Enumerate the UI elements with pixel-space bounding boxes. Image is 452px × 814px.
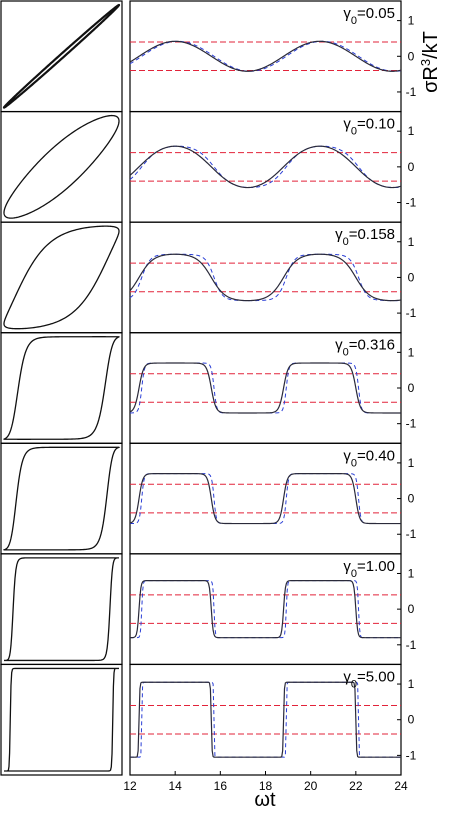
y-axis-label: σR3/kT <box>418 31 443 93</box>
y-tick-label: -1 <box>406 748 417 762</box>
y-tick-label: 0 <box>408 713 415 727</box>
blue-dashed-series <box>130 580 401 639</box>
y-tick-label: 0 <box>408 602 415 616</box>
x-tick-label: 24 <box>394 779 408 793</box>
lissajous-frame <box>0 442 123 555</box>
lissajous-curve <box>2 3 121 109</box>
x-tick-label: 22 <box>349 779 363 793</box>
x-axis-label: ωt <box>254 789 276 811</box>
y-tick-label: -1 <box>406 527 417 541</box>
lissajous-frame <box>0 663 123 776</box>
gamma-label: γ0=0.05 <box>343 5 395 27</box>
solid-series <box>129 362 401 414</box>
solid-series <box>130 681 401 758</box>
blue-dashed-series <box>130 681 401 758</box>
gamma-label: γ0=0.158 <box>335 226 395 248</box>
blue-dashed-series <box>129 253 402 302</box>
panel-5: 1 0 -1 γ0=0.40 <box>0 442 417 555</box>
panel-3: 1 0 -1 γ0=0.158 <box>0 221 417 334</box>
gamma-label: γ0=0.10 <box>343 116 395 138</box>
lissajous-curve <box>3 114 120 219</box>
gamma-label: γ0=5.00 <box>343 668 395 690</box>
gamma-label: γ0=1.00 <box>343 558 395 580</box>
lissajous-frame <box>0 110 123 223</box>
lissajous-curve <box>3 336 120 440</box>
y-tick-label: 0 <box>408 49 415 63</box>
lissajous-curve <box>4 667 119 772</box>
y-tick-label: 0 <box>408 160 415 174</box>
lissajous-frame <box>0 332 123 444</box>
solid-series <box>129 40 402 72</box>
y-tick-label: -1 <box>406 306 417 320</box>
gamma-label: γ0=0.316 <box>335 337 395 359</box>
solid-series <box>129 253 402 302</box>
solid-series <box>129 473 401 525</box>
y-tick-label: -1 <box>406 417 417 431</box>
y-tick-label: 1 <box>408 566 415 580</box>
solid-series <box>129 580 401 639</box>
y-tick-label: 0 <box>408 492 415 506</box>
y-tick-label: -1 <box>406 85 417 99</box>
x-tick-label: 14 <box>168 779 182 793</box>
y-tick-label: 1 <box>408 235 415 249</box>
x-tick-label: 16 <box>214 779 228 793</box>
solid-series <box>129 145 402 189</box>
lissajous-frame <box>0 553 123 666</box>
x-tick-label: 12 <box>123 779 137 793</box>
x-tick-label: 18 <box>259 779 273 793</box>
y-tick-label: 1 <box>408 345 415 359</box>
panel-1: 1 0 -1 γ0=0.05 <box>0 0 417 113</box>
y-tick-label: 1 <box>408 677 415 691</box>
y-tick-label: 1 <box>408 124 415 138</box>
y-tick-label: 0 <box>408 270 415 284</box>
panel-4: 1 0 -1 γ0=0.316 <box>0 332 417 444</box>
lissajous-frame <box>0 221 123 334</box>
lissajous-curve <box>3 225 120 330</box>
x-tick-label: 20 <box>304 779 318 793</box>
gamma-label: γ0=0.40 <box>343 447 395 469</box>
panel-7: 1 0 -1 γ0=5.00 <box>0 663 417 776</box>
y-tick-label: 1 <box>408 14 415 28</box>
panel-2: 1 0 -1 γ0=0.10 <box>0 110 417 223</box>
lissajous-curve <box>4 557 119 662</box>
y-tick-label: -1 <box>406 196 417 210</box>
y-tick-label: 1 <box>408 456 415 470</box>
y-tick-label: 0 <box>408 381 415 395</box>
y-tick-label: -1 <box>406 638 417 652</box>
blue-dashed-series <box>129 473 401 525</box>
lissajous-curve <box>2 446 121 551</box>
panel-6: 1 0 -1 γ0=1.00 <box>0 553 417 666</box>
